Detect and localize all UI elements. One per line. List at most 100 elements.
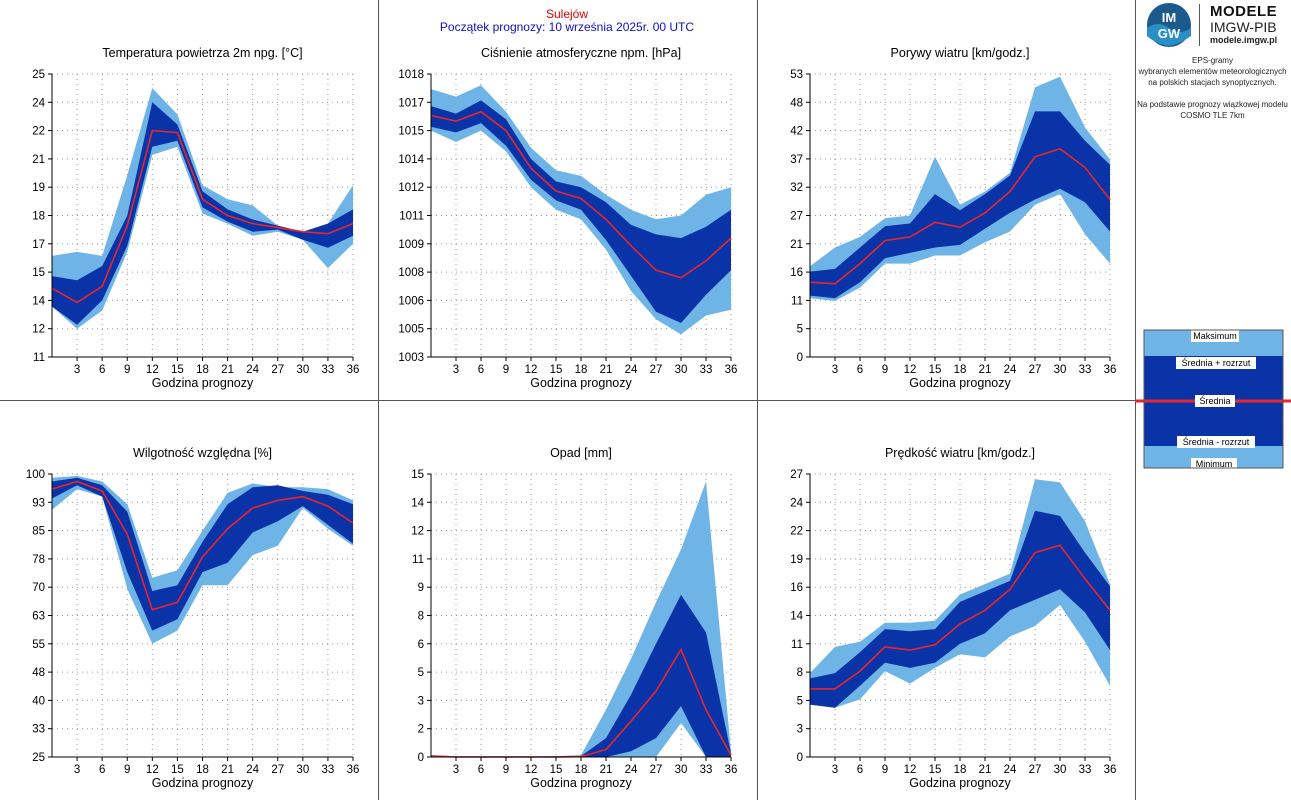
x-tick-label: 21 [221, 364, 234, 376]
y-tick-label: 42 [790, 126, 803, 138]
x-tick-label: 27 [271, 764, 284, 776]
x-tick-label: 24 [246, 364, 259, 376]
x-tick-label: 21 [979, 364, 992, 376]
y-tick-label: 11 [412, 554, 424, 566]
chart-title: Ciśnienie atmosferyczne npm. [hPa] [481, 46, 681, 60]
x-tick-label: 27 [650, 764, 663, 776]
description-line: wybranych elementów meteorologicznych [1138, 67, 1287, 76]
description-line: na polskich stacjach synoptycznych. [1148, 78, 1277, 87]
y-tick-label: 1005 [398, 324, 424, 336]
y-tick-label: 93 [32, 497, 45, 509]
chart-title: Prędkość wiatru [km/godz.] [885, 446, 1035, 460]
legend-label-min: Minimum [1196, 459, 1233, 469]
y-tick-label: 1014 [398, 154, 424, 166]
x-tick-label: 21 [979, 764, 992, 776]
x-tick-label: 36 [347, 764, 360, 776]
x-tick-label: 12 [146, 764, 159, 776]
band-spread [431, 594, 731, 757]
y-tick-label: 18 [32, 211, 45, 223]
emblem-text-top: IM [1162, 10, 1176, 25]
y-tick-label: 5 [797, 324, 803, 336]
x-tick-label: 36 [725, 764, 738, 776]
x-tick-label: 15 [171, 764, 184, 776]
charts-layer: Temperatura powietrza 2m npg. [°C] 11 12 14… [26, 46, 1117, 790]
y-tick-label: 14 [32, 295, 45, 307]
chart-title: Temperatura powietrza 2m npg. [°C] [102, 46, 302, 60]
x-tick-label: 24 [246, 764, 259, 776]
y-tick-label: 14 [790, 611, 803, 623]
x-tick-label: 15 [171, 364, 184, 376]
x-tick-label: 18 [575, 764, 588, 776]
x-tick-label: 21 [221, 764, 234, 776]
legend-label-mean-minus: Średnia - rozrzut [1183, 436, 1250, 447]
station-name: Sulejów [545, 7, 589, 21]
x-tick-label: 3 [832, 364, 838, 376]
emblem-text-bottom: GW [1158, 26, 1181, 41]
legend: Maksimum Średnia + rozrzut Średnia Średn… [1135, 329, 1291, 469]
mean-line [430, 110, 732, 279]
y-tick-label: 33 [32, 724, 45, 736]
legend-label-max: Maksimum [1193, 331, 1237, 341]
logo-site-link[interactable]: modele.imgw.pl [1210, 35, 1278, 45]
x-tick-label: 3 [74, 764, 80, 776]
x-tick-label: 33 [1079, 764, 1092, 776]
y-tick-label: 5 [418, 667, 424, 679]
y-tick-label: 12 [32, 324, 45, 336]
y-tick-label: 8 [418, 611, 424, 623]
band-min-max [52, 88, 353, 329]
x-tick-label: 21 [600, 764, 613, 776]
y-tick-label: 1018 [398, 69, 424, 81]
x-axis-label: Godzina prognozy [530, 376, 632, 390]
x-axis-label: Godzina prognozy [909, 376, 1011, 390]
y-tick-label: 24 [790, 497, 803, 509]
y-tick-label: 1008 [398, 267, 424, 279]
y-tick-label: 100 [26, 469, 45, 481]
y-tick-label: 0 [797, 752, 803, 764]
imgw-emblem-icon: IM GW [1147, 3, 1191, 47]
x-tick-label: 12 [904, 364, 917, 376]
y-tick-label: 0 [797, 352, 803, 364]
x-tick-label: 33 [700, 364, 713, 376]
y-tick-label: 15 [411, 469, 424, 481]
y-tick-label: 22 [32, 126, 45, 138]
forecast-start: Początek prognozy: 10 września 2025r. 00… [439, 20, 695, 34]
y-tick-label: 21 [790, 239, 803, 251]
x-tick-label: 33 [700, 764, 713, 776]
legend-band-min [1144, 446, 1283, 468]
y-tick-label: 21 [32, 154, 45, 166]
mean-line [51, 480, 354, 611]
imgw-logo: IM GW MODELE IMGW-PIB modele.imgw.pl [1140, 2, 1291, 50]
x-tick-label: 33 [322, 364, 335, 376]
y-tick-label: 25 [32, 752, 45, 764]
x-tick-label: 18 [196, 364, 209, 376]
chart-panel-1: Temperatura powietrza 2m npg. [°C] 11 12 14… [32, 46, 359, 390]
y-tick-label: 15 [32, 267, 45, 279]
y-tick-label: 11 [33, 352, 45, 364]
x-tick-label: 30 [296, 364, 309, 376]
y-tick-label: 78 [32, 554, 45, 566]
chart-panel-6: Prędkość wiatru [km/godz.] 0 3 5 8 11 14 16 19 22… [790, 446, 1116, 790]
y-tick-label: 3 [418, 695, 424, 707]
chart-panel-2: Ciśnienie atmosferyczne npm. [hPa] 1003 10… [398, 46, 737, 390]
y-tick-label: 48 [32, 667, 45, 679]
mean-line [809, 147, 1111, 285]
description-line: EPS-gramy [1192, 56, 1233, 65]
y-tick-label: 1009 [398, 239, 424, 251]
x-tick-label: 6 [99, 764, 105, 776]
band-spread [52, 102, 353, 325]
y-tick-label: 16 [790, 582, 803, 594]
x-tick-label: 24 [625, 364, 638, 376]
x-tick-label: 9 [124, 364, 130, 376]
x-tick-label: 6 [478, 764, 484, 776]
x-tick-label: 12 [146, 364, 159, 376]
logo-org: IMGW-PIB [1210, 19, 1277, 35]
x-tick-label: 18 [196, 764, 209, 776]
x-tick-label: 30 [1054, 364, 1067, 376]
x-tick-label: 21 [600, 364, 613, 376]
y-tick-label: 1006 [398, 295, 424, 307]
x-tick-label: 12 [525, 364, 538, 376]
x-tick-label: 30 [675, 364, 688, 376]
y-tick-label: 12 [411, 526, 424, 538]
y-tick-label: 53 [790, 69, 803, 81]
